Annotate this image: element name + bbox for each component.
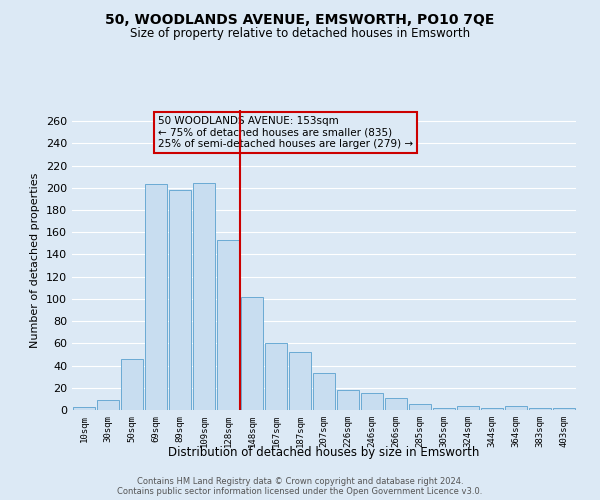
Bar — [457, 406, 479, 410]
Bar — [385, 398, 407, 410]
Y-axis label: Number of detached properties: Number of detached properties — [31, 172, 40, 348]
Bar — [169, 190, 191, 410]
Bar — [289, 352, 311, 410]
Text: Contains public sector information licensed under the Open Government Licence v3: Contains public sector information licen… — [118, 486, 482, 496]
Bar — [145, 184, 167, 410]
Bar — [433, 408, 455, 410]
Bar — [241, 296, 263, 410]
Bar — [337, 390, 359, 410]
Bar — [313, 374, 335, 410]
Bar — [481, 408, 503, 410]
Bar — [193, 184, 215, 410]
Bar — [121, 359, 143, 410]
Text: 50, WOODLANDS AVENUE, EMSWORTH, PO10 7QE: 50, WOODLANDS AVENUE, EMSWORTH, PO10 7QE — [106, 12, 494, 26]
Bar — [97, 400, 119, 410]
Text: Contains HM Land Registry data © Crown copyright and database right 2024.: Contains HM Land Registry data © Crown c… — [137, 476, 463, 486]
Bar — [361, 394, 383, 410]
Bar — [217, 240, 239, 410]
Bar — [553, 408, 575, 410]
Text: 50 WOODLANDS AVENUE: 153sqm
← 75% of detached houses are smaller (835)
25% of se: 50 WOODLANDS AVENUE: 153sqm ← 75% of det… — [158, 116, 413, 149]
Bar — [505, 406, 527, 410]
Text: Size of property relative to detached houses in Emsworth: Size of property relative to detached ho… — [130, 28, 470, 40]
Bar — [409, 404, 431, 410]
Bar — [73, 406, 95, 410]
Text: Distribution of detached houses by size in Emsworth: Distribution of detached houses by size … — [169, 446, 479, 459]
Bar — [265, 344, 287, 410]
Bar — [529, 408, 551, 410]
